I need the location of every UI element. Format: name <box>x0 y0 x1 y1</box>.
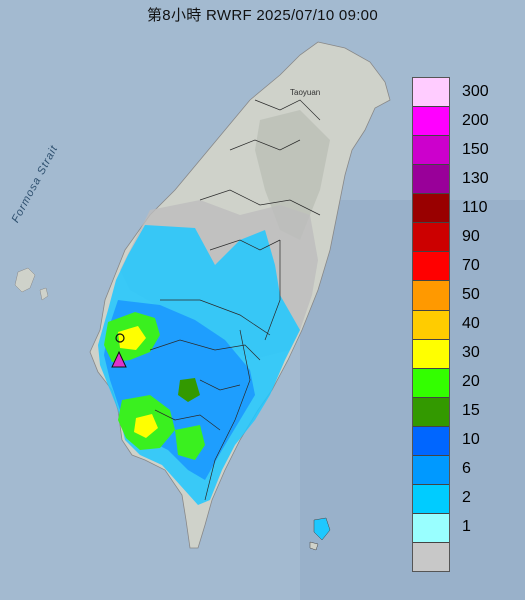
rain-30mm-patch-north <box>118 326 146 350</box>
legend-value <box>462 541 522 570</box>
rain-15mm-patch <box>178 378 200 402</box>
legend-swatch <box>413 281 449 311</box>
page-title: 第8小時 RWRF 2025/07/10 09:00 <box>147 7 378 24</box>
city-label: Taoyuan <box>290 88 321 97</box>
legend-value: 20 <box>462 372 480 390</box>
legend-value: 6 <box>462 459 471 477</box>
legend-swatch <box>413 223 449 253</box>
legend-value: 300 <box>462 82 489 100</box>
legend-value: 40 <box>462 314 480 332</box>
legend-labels: 300 200 150 130 110 90 70 50 40 30 20 15 10 6 2 1 <box>462 77 522 570</box>
legend-swatch <box>413 397 449 427</box>
legend-value: 200 <box>462 111 489 129</box>
legend-swatch <box>413 339 449 369</box>
lanyu-island <box>309 541 319 551</box>
legend-swatch <box>413 165 449 195</box>
legend-swatch <box>413 136 449 166</box>
legend-value: 150 <box>462 140 489 158</box>
county-boundaries <box>149 99 321 501</box>
green-island <box>313 517 331 541</box>
legend-swatch <box>413 310 449 340</box>
legend-swatch <box>413 484 449 514</box>
ring-marker-icon <box>115 333 125 343</box>
triangle-marker-icon <box>111 350 127 368</box>
legend-value: 70 <box>462 256 480 274</box>
legend-value: 30 <box>462 343 480 361</box>
legend-value: 50 <box>462 285 480 303</box>
rain-20mm-patch-east <box>175 425 205 460</box>
rain-30mm-patch-south <box>134 414 158 438</box>
legend-swatch <box>413 513 449 543</box>
legend-value: 10 <box>462 430 480 448</box>
legend-swatch <box>413 78 449 108</box>
legend-value: 1 <box>462 517 471 535</box>
legend-colorbar <box>412 77 450 572</box>
legend-swatch <box>413 194 449 224</box>
penghu-islands <box>14 267 49 301</box>
legend-value: 90 <box>462 227 480 245</box>
legend-value: 15 <box>462 401 480 419</box>
legend-swatch <box>413 368 449 398</box>
legend-swatch <box>413 455 449 485</box>
legend-swatch <box>413 426 449 456</box>
legend-swatch <box>413 543 449 572</box>
legend-swatch <box>413 252 449 282</box>
legend-value: 2 <box>462 488 471 506</box>
legend-value: 110 <box>462 198 488 216</box>
legend-swatch <box>413 107 449 137</box>
legend-value: 130 <box>462 169 489 187</box>
